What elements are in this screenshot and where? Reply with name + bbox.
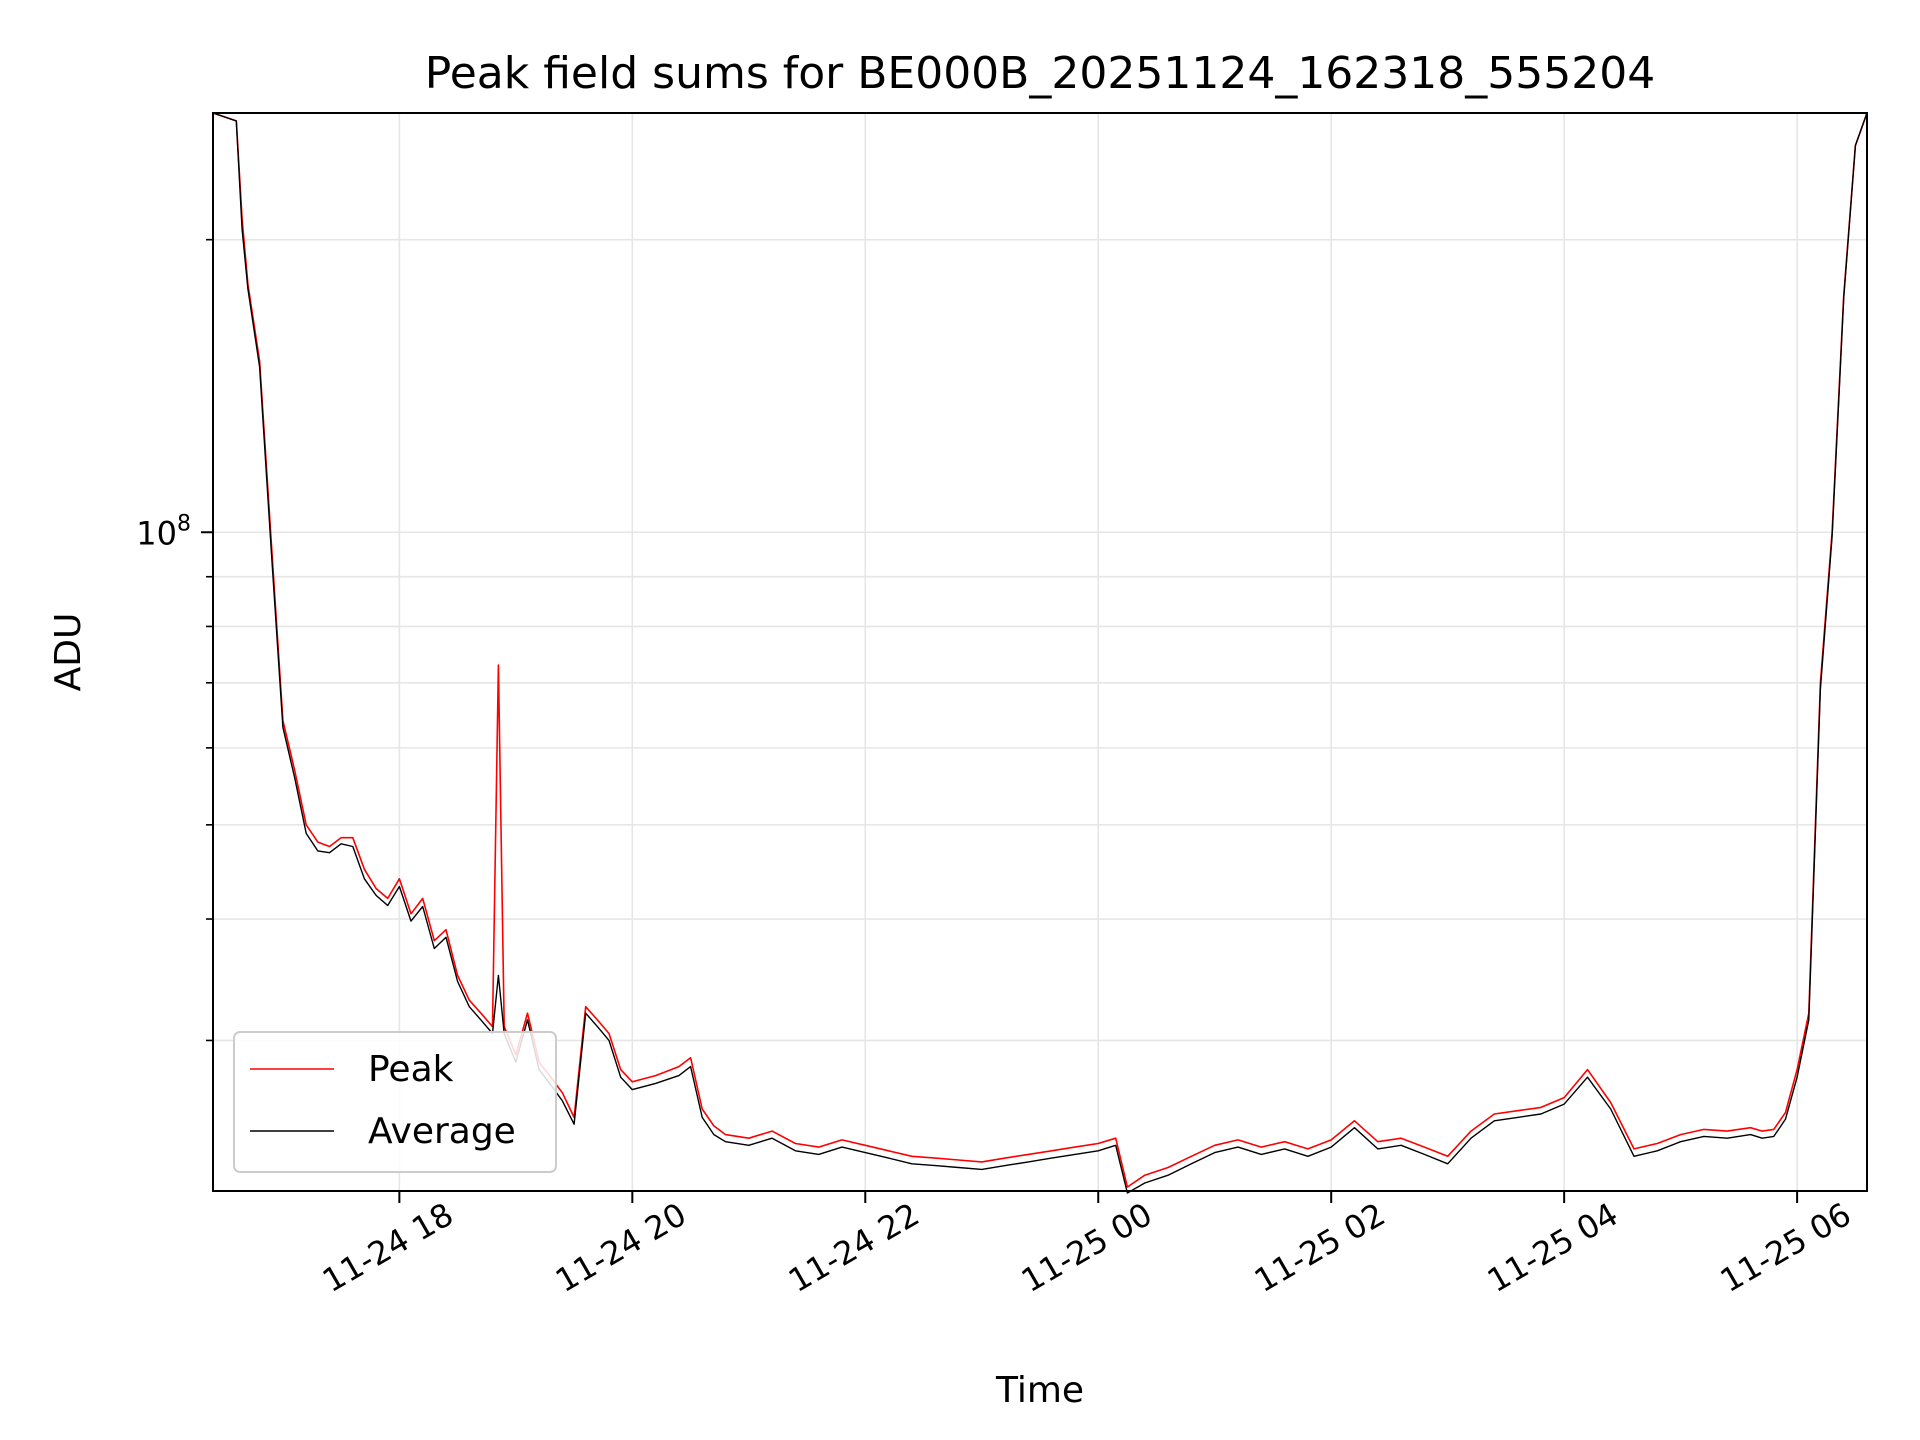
legend-label-peak: Peak xyxy=(368,1049,454,1090)
legend-label-average: Average xyxy=(368,1111,516,1152)
series-lines xyxy=(212,112,1868,1194)
chart-title: Peak field sums for BE000B_20251124_1623… xyxy=(425,48,1656,99)
plot-area-frame xyxy=(212,112,1868,1192)
series-line-peak xyxy=(212,112,1868,1188)
grid-lines xyxy=(213,113,1867,1191)
legend-frame xyxy=(233,1031,557,1173)
legend: Peak Average xyxy=(233,1031,557,1173)
series-line-average xyxy=(212,112,1868,1194)
x-axis-label: Time xyxy=(995,1370,1084,1411)
y-tick-label: 108 xyxy=(136,511,191,552)
y-axis-label: ADU xyxy=(48,613,89,692)
